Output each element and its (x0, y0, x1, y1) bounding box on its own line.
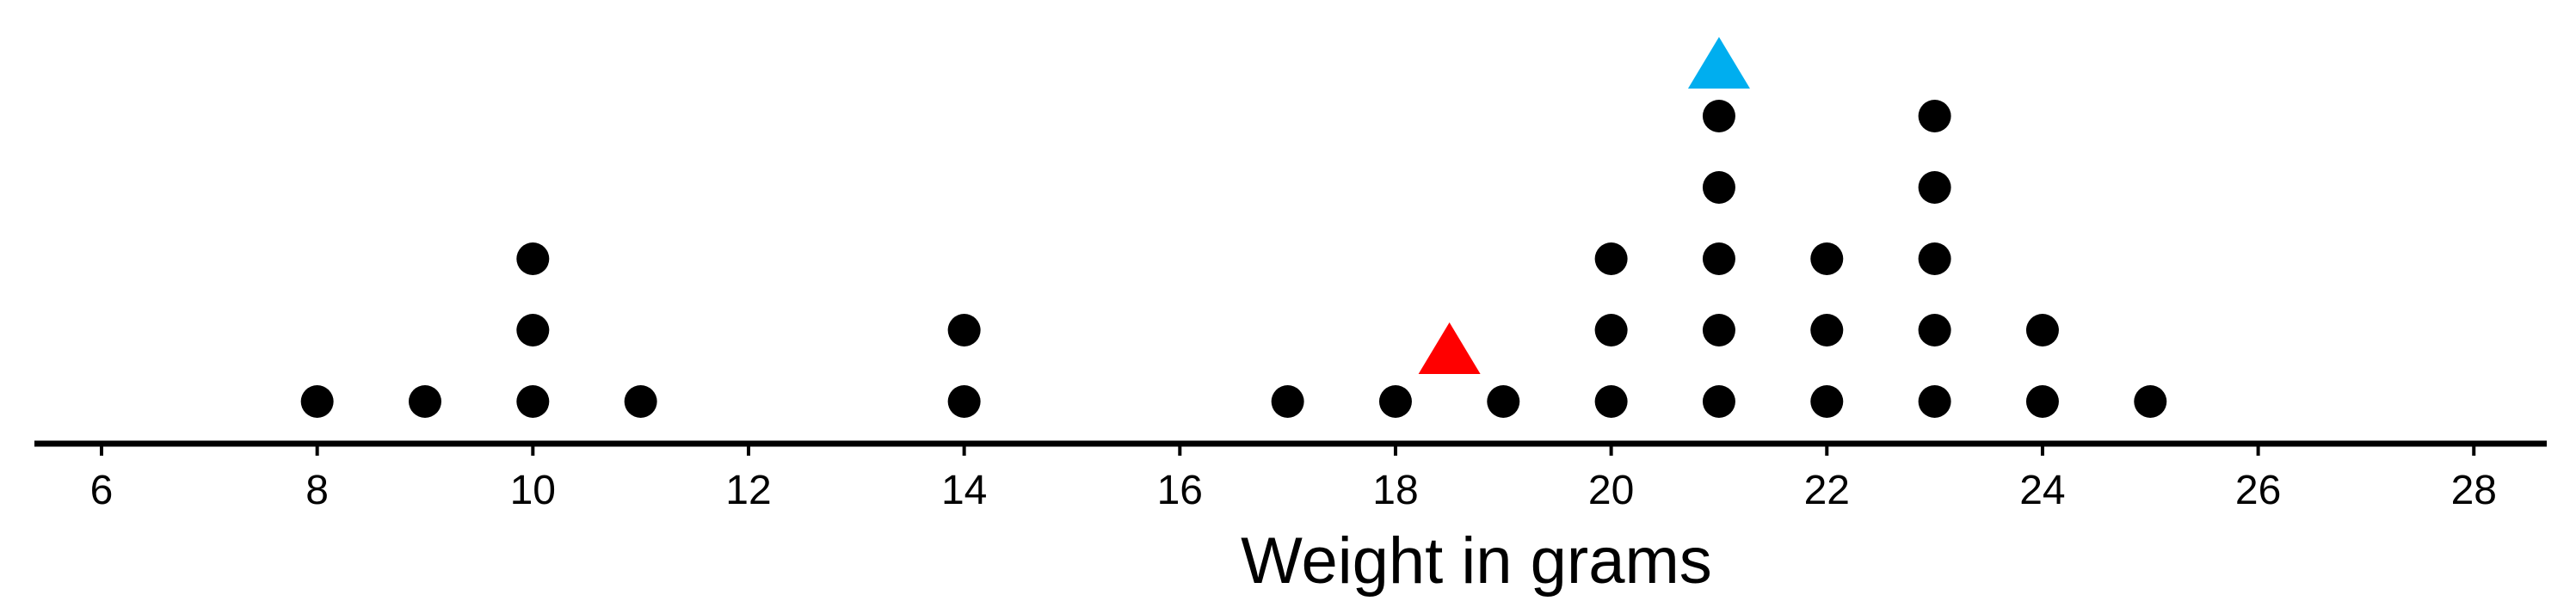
data-dot (1487, 385, 1520, 418)
data-dot (516, 385, 550, 418)
data-dot (1378, 385, 1412, 418)
x-tick-label: 12 (725, 468, 771, 513)
data-dot (408, 385, 441, 418)
data-dot (624, 385, 657, 418)
x-axis-ticks: 6 8 10 12 14 16 18 20 22 24 26 28 (90, 444, 2497, 513)
triangle-marker (1687, 37, 1750, 89)
data-dot (1702, 385, 1735, 418)
x-tick-label: 6 (90, 468, 114, 513)
x-tick-label: 10 (510, 468, 556, 513)
data-dot (1810, 385, 1844, 418)
x-tick-label: 28 (2451, 468, 2497, 513)
data-dot (1810, 314, 1844, 346)
x-tick-label: 16 (1157, 468, 1203, 513)
data-dot (516, 314, 550, 346)
x-tick-label: 26 (2235, 468, 2281, 513)
dots-layer (300, 100, 2167, 418)
data-dot (2025, 314, 2059, 346)
x-axis-title: Weight in grams (1241, 524, 1712, 598)
x-tick-label: 20 (1588, 468, 1634, 513)
data-dot (947, 314, 981, 346)
data-dot (947, 385, 981, 418)
data-dot (1271, 385, 1304, 418)
data-dot (1918, 314, 1951, 346)
data-dot (1702, 171, 1735, 204)
markers-layer (1418, 37, 1750, 374)
data-dot (1594, 242, 1628, 275)
data-dot (1810, 242, 1844, 275)
data-dot (1702, 100, 1735, 132)
data-dot (300, 385, 334, 418)
data-dot (1594, 385, 1628, 418)
data-dot (1918, 242, 1951, 275)
data-dot (516, 242, 550, 275)
data-dot (2134, 385, 2167, 418)
x-tick-label: 14 (941, 468, 987, 513)
data-dot (1594, 314, 1628, 346)
x-tick-label: 22 (1804, 468, 1850, 513)
data-dot (1702, 242, 1735, 275)
data-dot (2025, 385, 2059, 418)
x-tick-label: 24 (2019, 468, 2065, 513)
x-tick-label: 18 (1372, 468, 1418, 513)
data-dot (1918, 171, 1951, 204)
triangle-marker (1418, 322, 1481, 374)
x-tick-label: 8 (305, 468, 329, 513)
data-dot (1918, 100, 1951, 132)
data-dot (1702, 314, 1735, 346)
data-dot (1918, 385, 1951, 418)
